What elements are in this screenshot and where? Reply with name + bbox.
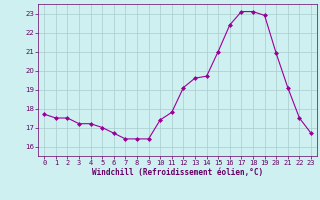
- X-axis label: Windchill (Refroidissement éolien,°C): Windchill (Refroidissement éolien,°C): [92, 168, 263, 177]
